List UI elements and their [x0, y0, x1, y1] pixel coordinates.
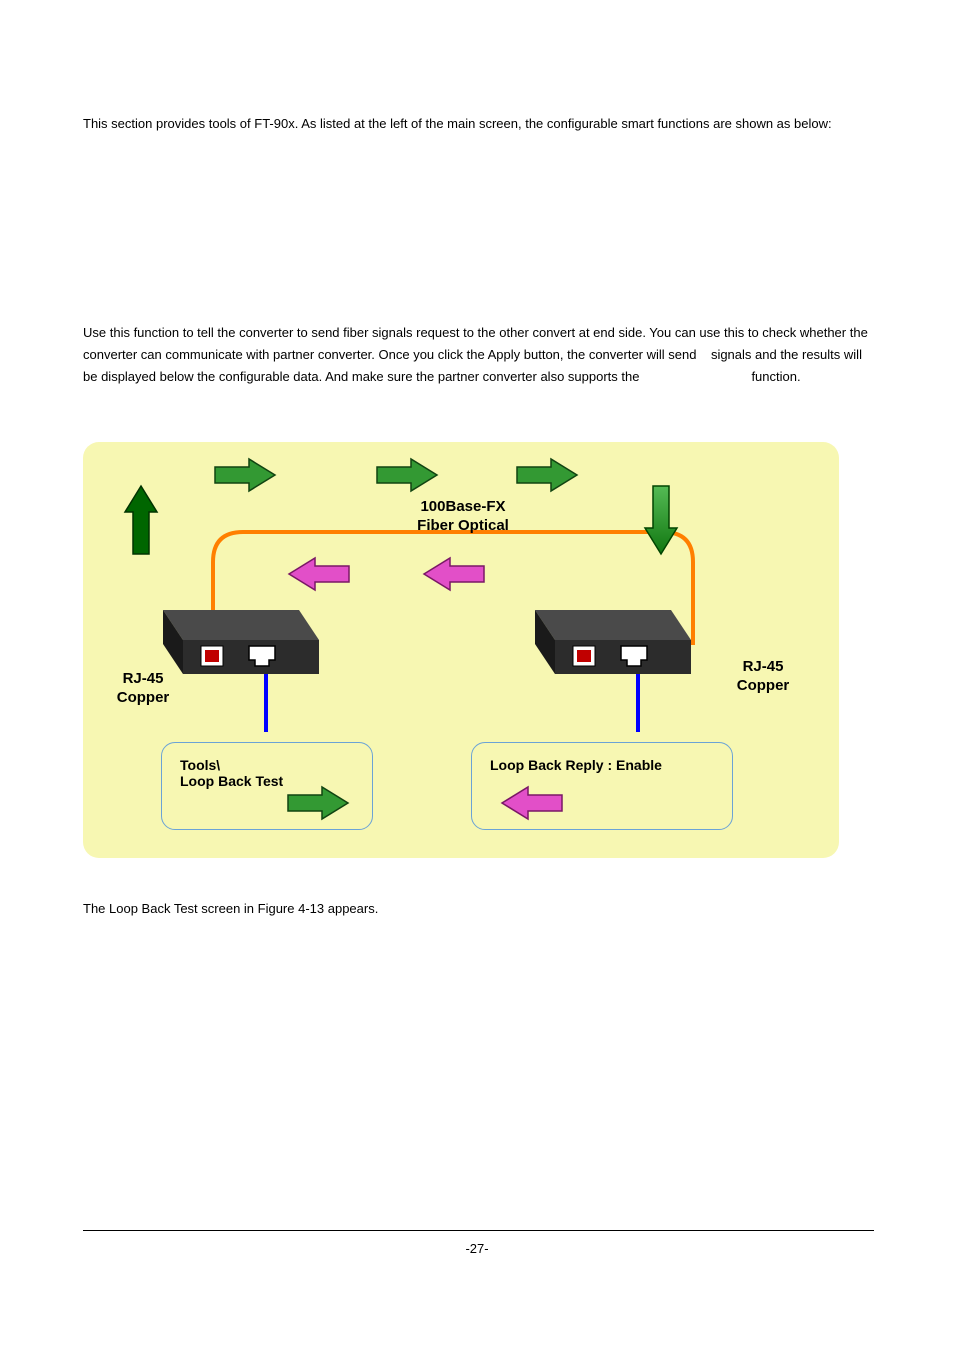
info-right-arrow — [496, 785, 566, 821]
fiber-label-line2: Fiber Optical — [417, 517, 509, 534]
caption-text: The Loop Back Test screen in Figure 4-13… — [83, 898, 871, 920]
green-arrow-up — [123, 482, 159, 558]
document-page: This section provides tools of FT-90x. A… — [0, 0, 954, 1351]
page-number: -27- — [0, 1241, 954, 1256]
green-arrow-right-1 — [211, 457, 281, 493]
rj45-right-line1: RJ-45 — [743, 658, 784, 675]
info-left-line2: Loop Back Test — [180, 773, 283, 789]
info-box-right: Loop Back Reply : Enable — [471, 742, 733, 830]
body-paragraph: Use this function to tell the converter … — [83, 322, 871, 388]
rj45-right-label: RJ-45 Copper — [723, 658, 803, 696]
info-right-text: Loop Back Reply : Enable — [490, 757, 662, 773]
info-box-left: Tools\ Loop Back Test — [161, 742, 373, 830]
rj45-right-line2: Copper — [737, 677, 790, 694]
rj45-left-line1: RJ-45 — [123, 670, 164, 687]
spacer — [83, 402, 871, 432]
footer-divider — [83, 1230, 874, 1231]
spacer — [83, 149, 871, 309]
fiber-label-line1: 100Base-FX — [420, 498, 505, 515]
device-right — [513, 602, 693, 692]
intro-paragraph: This section provides tools of FT-90x. A… — [83, 113, 871, 135]
info-left-line1: Tools\ — [180, 757, 220, 773]
green-arrow-right-2 — [373, 457, 443, 493]
rj45-left-label: RJ-45 Copper — [103, 670, 183, 708]
body-text-3: function. — [751, 369, 800, 384]
fiber-label: 100Base-FX Fiber Optical — [363, 498, 563, 536]
rj45-left-line2: Copper — [117, 689, 170, 706]
magenta-arrow-left-1 — [283, 556, 353, 592]
green-arrow-right-3 — [513, 457, 583, 493]
loopback-diagram: 100Base-FX Fiber Optical — [83, 442, 839, 858]
info-left-arrow — [284, 785, 354, 821]
green-arrow-down — [643, 482, 679, 558]
magenta-arrow-left-2 — [418, 556, 488, 592]
